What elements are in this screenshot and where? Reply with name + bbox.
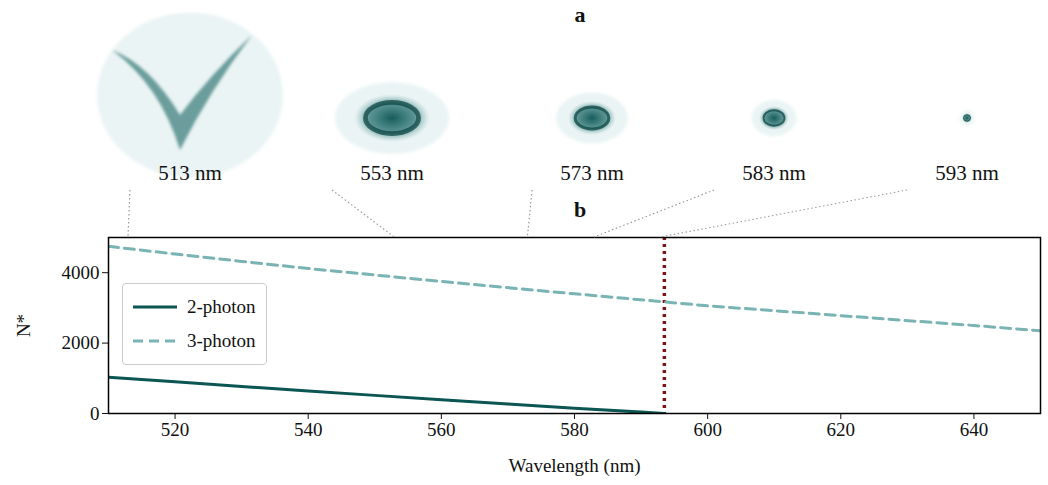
svg-text:b: b: [574, 197, 586, 222]
svg-text:520: 520: [161, 419, 190, 440]
svg-text:N*: N*: [13, 314, 34, 337]
svg-text:a: a: [575, 2, 586, 27]
svg-text:640: 640: [960, 419, 989, 440]
svg-text:593 nm: 593 nm: [935, 161, 999, 185]
svg-text:600: 600: [693, 419, 722, 440]
html-text:2-photon: 2-photon: [187, 296, 256, 317]
svg-text:2000: 2000: [62, 332, 100, 353]
svg-text:553 nm: 553 nm: [360, 161, 424, 185]
svg-text:580: 580: [560, 419, 589, 440]
svg-text:620: 620: [827, 419, 856, 440]
svg-text:Wavelength (nm): Wavelength (nm): [509, 455, 641, 477]
svg-text:540: 540: [294, 419, 323, 440]
svg-text:583 nm: 583 nm: [742, 161, 806, 185]
svg-text:0: 0: [90, 403, 100, 424]
svg-text:573 nm: 573 nm: [560, 161, 624, 185]
svg-text:4000: 4000: [62, 262, 100, 283]
html-text:3-photon: 3-photon: [187, 330, 256, 351]
svg-text:560: 560: [427, 419, 456, 440]
svg-text:513 nm: 513 nm: [158, 161, 222, 185]
